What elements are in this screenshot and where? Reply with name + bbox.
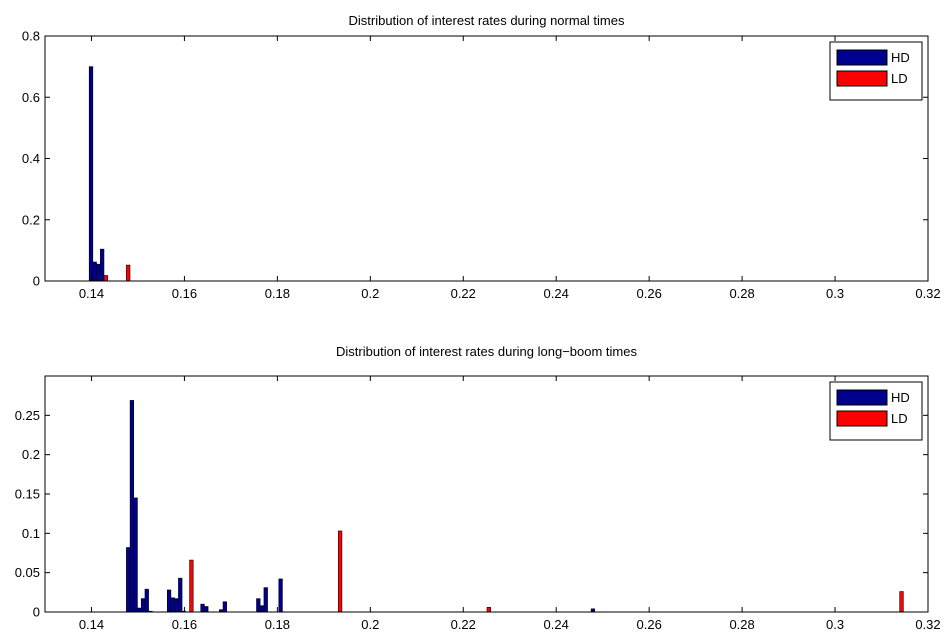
y-tick-label: 0.2 [22,212,40,227]
x-tick-label: 0.28 [729,286,754,301]
y-tick-label: 0.4 [22,151,40,166]
bar-ld [126,264,131,282]
legend-label-ld: LD [891,411,908,426]
x-tick-label: 0.18 [265,617,290,632]
x-tick-label: 0.14 [79,617,104,632]
bar-hd [126,547,131,613]
bar-hd [137,607,142,613]
bar-hd [278,578,283,613]
bar-ld [338,530,343,613]
bar-ld [486,606,491,613]
plot-area [44,375,929,613]
bar-hd [133,497,138,613]
chart-title: Distribution of interest rates during no… [348,13,625,28]
bar-hd [170,597,175,613]
y-tick-label: 0.25 [15,408,40,423]
plot-area [44,35,929,282]
chart-title: Distribution of interest rates during lo… [336,344,637,359]
legend-label-hd: HD [891,50,910,65]
bar-hd [204,606,209,613]
bar-hd [140,598,146,613]
x-tick-label: 0.28 [729,617,754,632]
bars [45,66,928,282]
x-tick-label: 0.16 [172,617,197,632]
legend-swatch-hd [836,389,888,406]
legend-swatch-ld [836,70,888,87]
x-tick-label: 0.22 [451,617,476,632]
bar-hd [144,588,149,613]
y-tick-label: 0 [33,605,40,620]
legend-label-hd: HD [891,390,910,405]
long-boom-times-chart: Distribution of interest rates during lo… [15,344,941,632]
bar-hd [166,589,172,613]
y-tick-label: 0.2 [22,447,40,462]
bar-hd [259,605,265,613]
bar-hd [92,261,97,282]
x-tick-label: 0.2 [361,617,379,632]
y-tick-label: 0.05 [15,565,40,580]
bar-ld [899,591,904,613]
x-tick-label: 0.3 [826,286,844,301]
x-tick-label: 0.24 [544,617,569,632]
bar-hd [96,263,101,282]
x-tick-label: 0.2 [361,286,379,301]
bar-ld [103,275,108,282]
x-tick-label: 0.3 [826,617,844,632]
legend: HD LD [829,41,923,101]
bars [45,400,928,613]
axis-ticks: 0.14 0.16 0.18 0.2 0.22 0.24 0.26 0.28 0.3 0.32 0 0… [15,376,941,632]
x-tick-label: 0.22 [451,286,476,301]
x-tick-label: 0.16 [172,286,197,301]
y-tick-label: 0 [33,274,40,289]
y-tick-label: 0.8 [22,29,40,44]
bar-hd [178,577,183,613]
x-tick-label: 0.26 [637,617,662,632]
normal-times-chart: Distribution of interest rates during no… [22,13,941,301]
legend-label-ld: LD [891,71,908,86]
y-tick-label: 0.1 [22,526,40,541]
x-tick-label: 0.32 [915,617,940,632]
y-tick-label: 0.15 [15,487,40,502]
bar-hd [129,400,135,613]
x-tick-label: 0.18 [265,286,290,301]
axis-ticks: 0.14 0.16 0.18 0.2 0.22 0.24 0.26 0.28 0.3 0.32 0 0… [22,29,941,302]
legend: HD LD [829,381,923,441]
bar-hd [88,66,94,282]
x-tick-label: 0.32 [915,286,940,301]
bar-hd [100,248,105,282]
y-tick-label: 0.6 [22,90,40,105]
bar-hd [263,587,268,613]
bar-hd [256,598,261,613]
bar-hd [174,598,179,613]
bar-ld [189,559,194,613]
bar-hd [200,603,205,613]
x-tick-label: 0.26 [637,286,662,301]
legend-swatch-ld [836,410,888,427]
x-tick-label: 0.14 [79,286,104,301]
bar-hd [222,601,227,613]
legend-swatch-hd [836,49,888,66]
x-tick-label: 0.24 [544,286,569,301]
